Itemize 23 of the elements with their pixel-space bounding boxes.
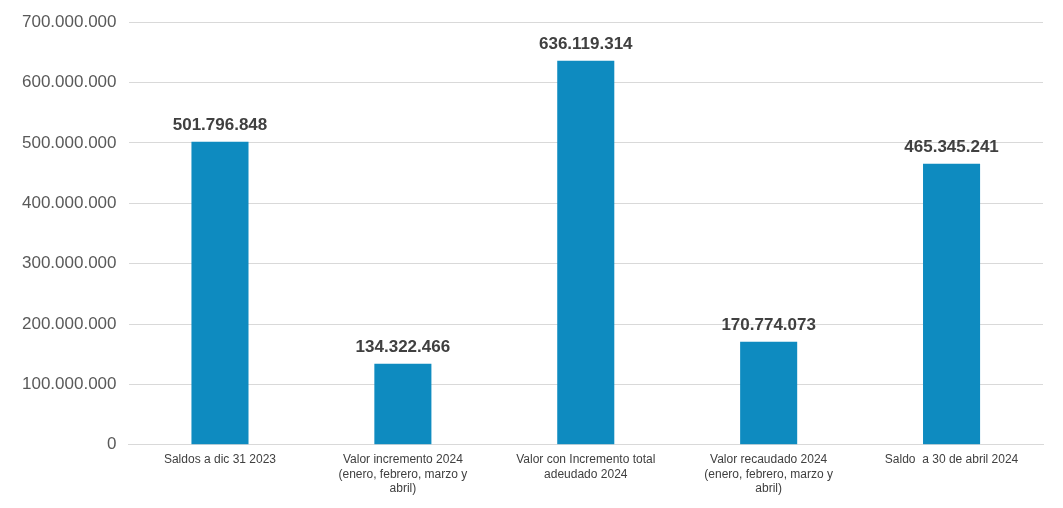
x-tick-label: Saldo a 30 de abril 2024 xyxy=(884,452,1019,467)
y-tick-label: 300.000.000 xyxy=(21,253,117,273)
y-tick-label: 500.000.000 xyxy=(21,132,117,152)
bar xyxy=(557,60,615,445)
data-label: 465.345.241 xyxy=(904,137,999,157)
y-tick-label: 0 xyxy=(107,434,117,454)
data-label: 636.119.314 xyxy=(538,33,634,53)
y-tick-label: 400.000.000 xyxy=(21,193,117,212)
x-tick-label: Saldos a dic 31 2023 xyxy=(163,452,277,467)
data-label: 134.322.466 xyxy=(355,336,451,356)
bar xyxy=(923,163,981,445)
y-tick-label: 200.000.000 xyxy=(21,313,117,333)
y-tick-label: 100.000.000 xyxy=(21,374,117,394)
bar xyxy=(740,341,798,445)
bar xyxy=(374,363,432,445)
bar xyxy=(191,141,249,445)
y-tick-label: 700.000.000 xyxy=(21,11,117,31)
data-label: 501.796.848 xyxy=(172,115,268,135)
x-tick-label: Valor incremento 2024 (enero, febrero, marzo y abril) xyxy=(338,452,468,496)
y-tick-label: 600.000.000 xyxy=(21,72,117,92)
x-tick-label: Valor con Incremento total adeudado 2024 xyxy=(516,452,656,481)
x-tick-label: Valor recaudado 2024 (enero, febrero, marzo y abril) xyxy=(704,452,834,496)
data-label: 170.774.073 xyxy=(721,314,816,334)
